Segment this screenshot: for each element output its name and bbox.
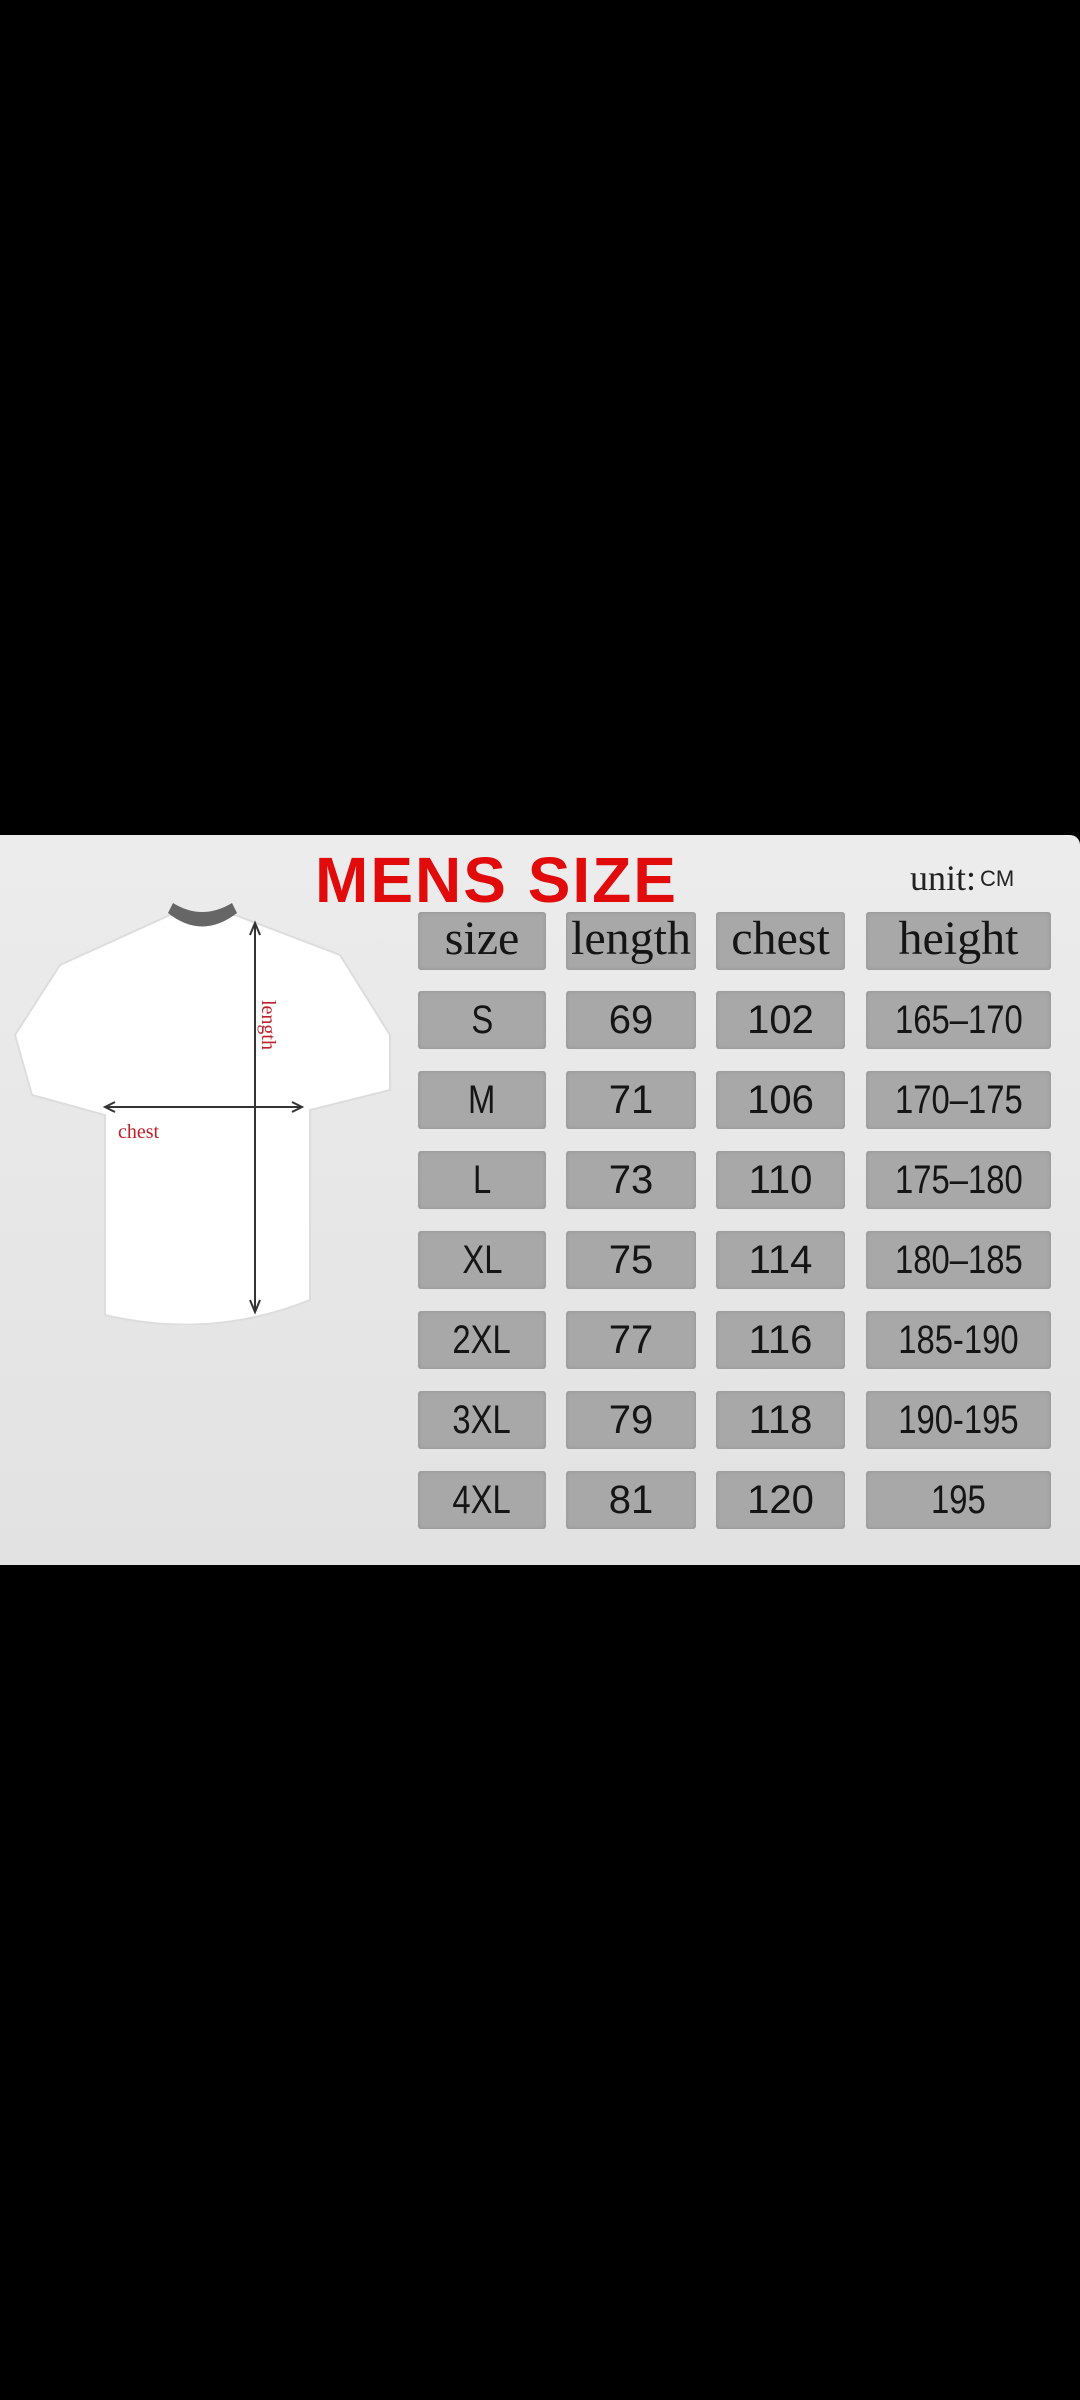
- cell-value: 4XL: [452, 1477, 512, 1522]
- header-length: length: [566, 912, 696, 970]
- cell-size: S: [418, 991, 546, 1049]
- cell-size: 2XL: [418, 1311, 546, 1369]
- cell-height: 170–175: [866, 1071, 1051, 1129]
- unit-label: unit: CM: [910, 857, 1014, 899]
- cell-value: 3XL: [452, 1397, 512, 1442]
- unit-separator: :: [966, 858, 977, 898]
- cell-chest: 118: [716, 1391, 845, 1449]
- cell-height: 185-190: [866, 1311, 1051, 1369]
- cell-value: 79: [608, 1397, 654, 1442]
- cell-value: L: [472, 1157, 492, 1202]
- cell-value: 114: [748, 1237, 813, 1282]
- cell-height: 165–170: [866, 991, 1051, 1049]
- unit-value: CM: [980, 866, 1015, 891]
- cell-length: 73: [566, 1151, 696, 1209]
- cell-length: 71: [566, 1071, 696, 1129]
- tshirt-shape: [13, 914, 391, 1325]
- cell-height: 195: [866, 1471, 1051, 1529]
- cell-value: 73: [608, 1157, 654, 1202]
- cell-chest: 102: [716, 991, 845, 1049]
- cell-value: 77: [608, 1317, 654, 1362]
- cell-chest: 116: [716, 1311, 845, 1369]
- cell-length: 69: [566, 991, 696, 1049]
- cell-size: M: [418, 1071, 546, 1129]
- chest-label: chest: [118, 1121, 160, 1143]
- cell-value: 175–180: [894, 1157, 1023, 1202]
- cell-size: 4XL: [418, 1471, 546, 1529]
- cell-value: S: [471, 997, 493, 1042]
- cell-value: 185-190: [898, 1317, 1019, 1362]
- tshirt-diagram: length chest: [13, 903, 391, 1325]
- cell-value: 106: [747, 1077, 814, 1122]
- cell-chest: 114: [716, 1231, 845, 1289]
- cell-length: 75: [566, 1231, 696, 1289]
- cell-length: 81: [566, 1471, 696, 1529]
- cell-chest: 120: [716, 1471, 845, 1529]
- cell-value: 71: [608, 1077, 654, 1122]
- cell-value: 165–170: [894, 997, 1023, 1042]
- cell-value: M: [468, 1077, 496, 1122]
- cell-chest: 110: [716, 1151, 845, 1209]
- header-height: height: [866, 912, 1051, 970]
- cell-height: 190-195: [866, 1391, 1051, 1449]
- cell-value: 102: [747, 997, 814, 1042]
- cell-length: 79: [566, 1391, 696, 1449]
- unit-text: unit: [910, 858, 967, 898]
- cell-value: 116: [748, 1317, 813, 1362]
- cell-value: 110: [748, 1157, 813, 1202]
- cell-value: 2XL: [452, 1317, 512, 1362]
- cell-value: 190-195: [898, 1397, 1019, 1442]
- cell-size: XL: [418, 1231, 546, 1289]
- cell-height: 180–185: [866, 1231, 1051, 1289]
- cell-chest: 106: [716, 1071, 845, 1129]
- header-chest: chest: [716, 912, 845, 970]
- cell-value: 75: [608, 1237, 654, 1282]
- cell-length: 77: [566, 1311, 696, 1369]
- cell-value: 69: [608, 997, 654, 1042]
- size-chart-panel: MENS SIZE unit: CM length chest size lengt…: [0, 835, 1080, 1565]
- cell-value: 120: [747, 1477, 814, 1522]
- cell-value: 170–175: [894, 1077, 1023, 1122]
- cell-size: 3XL: [418, 1391, 546, 1449]
- chart-title: MENS SIZE: [315, 844, 678, 916]
- length-label: length: [257, 1000, 279, 1050]
- cell-value: 118: [748, 1397, 813, 1442]
- header-size: size: [418, 912, 546, 970]
- collar: [168, 903, 237, 927]
- cell-height: 175–180: [866, 1151, 1051, 1209]
- cell-value: 81: [608, 1477, 654, 1522]
- cell-value: XL: [461, 1237, 503, 1282]
- cell-value: 180–185: [894, 1237, 1023, 1282]
- cell-size: L: [418, 1151, 546, 1209]
- cell-value: 195: [931, 1477, 986, 1522]
